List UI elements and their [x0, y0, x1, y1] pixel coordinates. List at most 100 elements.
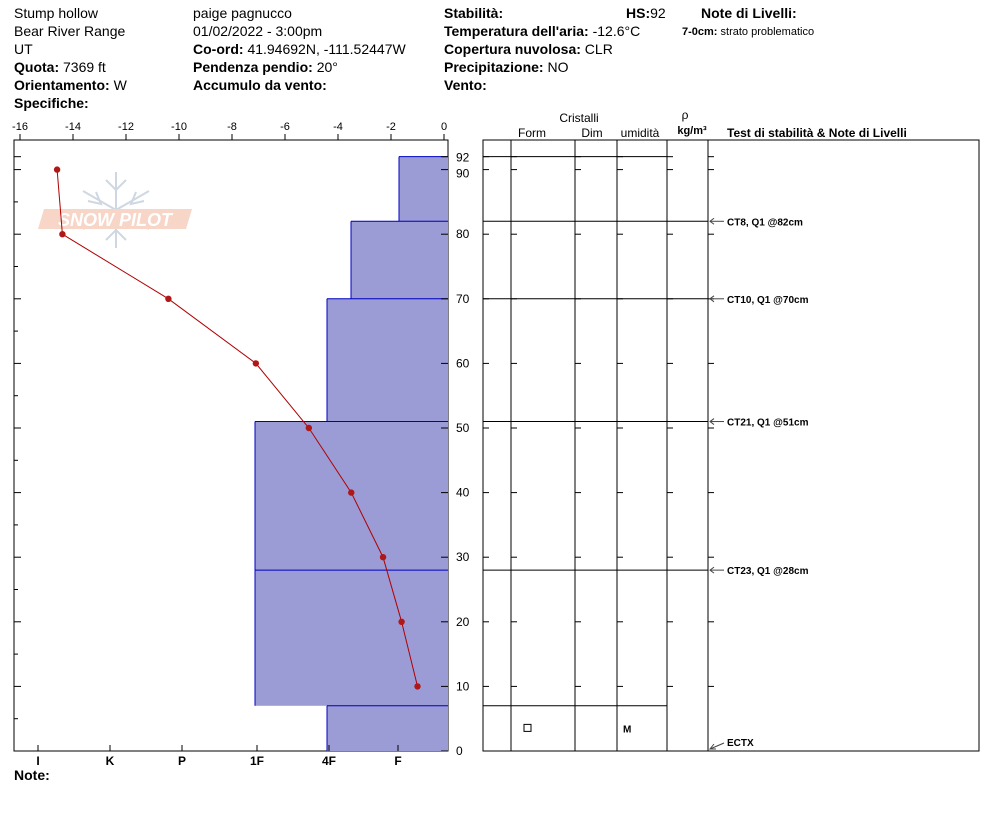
temperature-profile — [53, 166, 421, 690]
temperature-point-1 — [59, 231, 66, 238]
moisture-value: M — [623, 724, 631, 735]
hardness-layer-5 — [327, 705, 448, 751]
hardness-layer-1 — [351, 221, 448, 299]
temperature-point-4 — [305, 424, 313, 432]
elevation-row: Quota: 7369 ft — [14, 58, 106, 76]
hardness-label-5: F — [394, 754, 401, 768]
crystals-header: Cristalli — [559, 111, 598, 125]
grain-form-symbol — [523, 723, 532, 732]
hardness-label-4: 4F — [322, 754, 336, 768]
coords-label: Co-ord: — [193, 41, 244, 57]
location: Stump hollow — [14, 5, 99, 21]
test-label-0: CT8, Q1 @82cm — [727, 217, 803, 228]
wind-label: Vento: — [444, 77, 487, 93]
coords-value: 41.94692N, -111.52447W — [247, 41, 406, 57]
temp-tick-label-5: -6 — [280, 121, 290, 133]
height-tick-label-10: 92 — [456, 151, 470, 165]
note-row: Note: — [14, 766, 50, 784]
hs-row: HS:92 — [626, 4, 666, 22]
rho-header: ρ — [682, 108, 689, 122]
hardness-axis: I K P 1F 4F F — [36, 745, 402, 768]
specifics-label: Specifiche: — [14, 95, 89, 111]
stability-row: Stabilità: — [444, 4, 503, 22]
hardness-layer-0 — [399, 156, 448, 222]
aspect-row: Orientamento: W — [14, 76, 127, 94]
observer: paige pagnucco — [193, 5, 292, 21]
test-arrowhead-3 — [709, 566, 715, 574]
hs-value: 92 — [650, 5, 666, 21]
layer-note-text: strato problematico — [720, 26, 815, 38]
height-tick-label-9: 90 — [456, 167, 470, 181]
test-label-2: CT21, Q1 @51cm — [727, 418, 809, 429]
temperature-point-0 — [53, 166, 61, 173]
height-tick-label-5: 50 — [456, 421, 470, 435]
elevation-label: Quota: — [14, 59, 60, 75]
wind-loading-row: Accumulo da vento: — [193, 76, 327, 94]
height-tick-label-7: 70 — [456, 292, 470, 306]
aspect-label: Orientamento: — [14, 77, 110, 93]
temp-tick-label-2: -12 — [118, 121, 134, 133]
state: UT — [14, 41, 33, 57]
air-temp-row: Temperatura dell'aria: -12.6°C — [444, 22, 640, 40]
temperature-axis: -16 -14 -12 -10 -8 -6 -4 -2 0 — [12, 121, 447, 140]
hs-label: HS: — [626, 5, 651, 21]
hardness-layer-2 — [327, 298, 448, 422]
hardness-label-2: P — [178, 754, 186, 768]
sky-label: Copertura nuvolosa: — [444, 41, 581, 57]
tests-header: Test di stabilità & Note di Livelli — [727, 126, 907, 140]
hardness-label-3: 1F — [250, 754, 264, 768]
temp-tick-label-1: -14 — [65, 121, 81, 133]
test-label-3: CT23, Q1 @28cm — [727, 566, 809, 577]
test-arrowhead-0 — [709, 217, 715, 225]
aspect-value: W — [113, 77, 127, 93]
table-layer-rows: M — [483, 156, 667, 735]
size-header: Dim — [581, 126, 602, 140]
test-label-4: ECTX — [727, 738, 754, 749]
sky-value: CLR — [584, 41, 613, 57]
wind-loading-label: Accumulo da vento: — [193, 77, 327, 93]
moisture-header: umidità — [621, 126, 660, 140]
form-header: Form — [518, 126, 546, 140]
test-arrowhead-1 — [709, 295, 715, 303]
watermark-text: SNOW PILOT — [58, 210, 174, 230]
temp-tick-label-7: -2 — [386, 121, 396, 133]
temperature-point-2 — [165, 295, 172, 302]
specifics-row: Specifiche: — [14, 94, 89, 112]
air-temp-value: -12.6°C — [592, 23, 641, 39]
height-tick-label-0: 0 — [456, 744, 463, 758]
density-unit-header: kg/m³ — [677, 125, 707, 137]
temperature-point-6 — [379, 554, 387, 561]
air-temp-label: Temperatura dell'aria: — [444, 23, 589, 39]
test-arrow-4 — [709, 742, 725, 750]
note-label: Note: — [14, 767, 50, 783]
precip-value: NO — [547, 59, 569, 75]
hardness-layers — [254, 156, 448, 751]
temp-tick-label-4: -8 — [227, 121, 237, 133]
hardness-label-0: I — [36, 754, 39, 768]
test-arrowhead-2 — [709, 418, 715, 425]
height-tick-label-2: 20 — [456, 615, 470, 629]
temp-tick-label-0: -16 — [12, 121, 28, 133]
slope-value: 20° — [316, 59, 338, 75]
slope-label: Pendenza pendio: — [193, 59, 313, 75]
layer-notes-label: Note di Livelli: — [701, 5, 797, 21]
height-tick-label-4: 40 — [456, 486, 470, 500]
height-tick-label-1: 10 — [456, 679, 470, 693]
test-label-1: CT10, Q1 @70cm — [727, 295, 809, 306]
hardness-label-1: K — [106, 754, 115, 768]
right-table-frame — [482, 139, 980, 752]
temperature-point-3 — [252, 360, 260, 367]
temp-tick-label-3: -10 — [171, 121, 187, 133]
stability-label: Stabilità: — [444, 5, 504, 21]
coords-row: Co-ord: 41.94692N, -111.52447W — [193, 40, 406, 58]
temp-tick-label-6: -4 — [333, 121, 343, 133]
elevation-value: 7369 ft — [63, 59, 106, 75]
snowpilot-watermark: SNOW PILOT — [38, 172, 192, 248]
temperature-point-5 — [348, 489, 355, 496]
slope-row: Pendenza pendio: 20° — [193, 58, 338, 76]
precip-row: Precipitazione: NO — [444, 58, 568, 76]
layer-note-row: 7-0cm: strato problematico — [682, 23, 814, 41]
mountain-range: Bear River Range — [14, 23, 126, 39]
watermark-banner — [38, 209, 192, 229]
